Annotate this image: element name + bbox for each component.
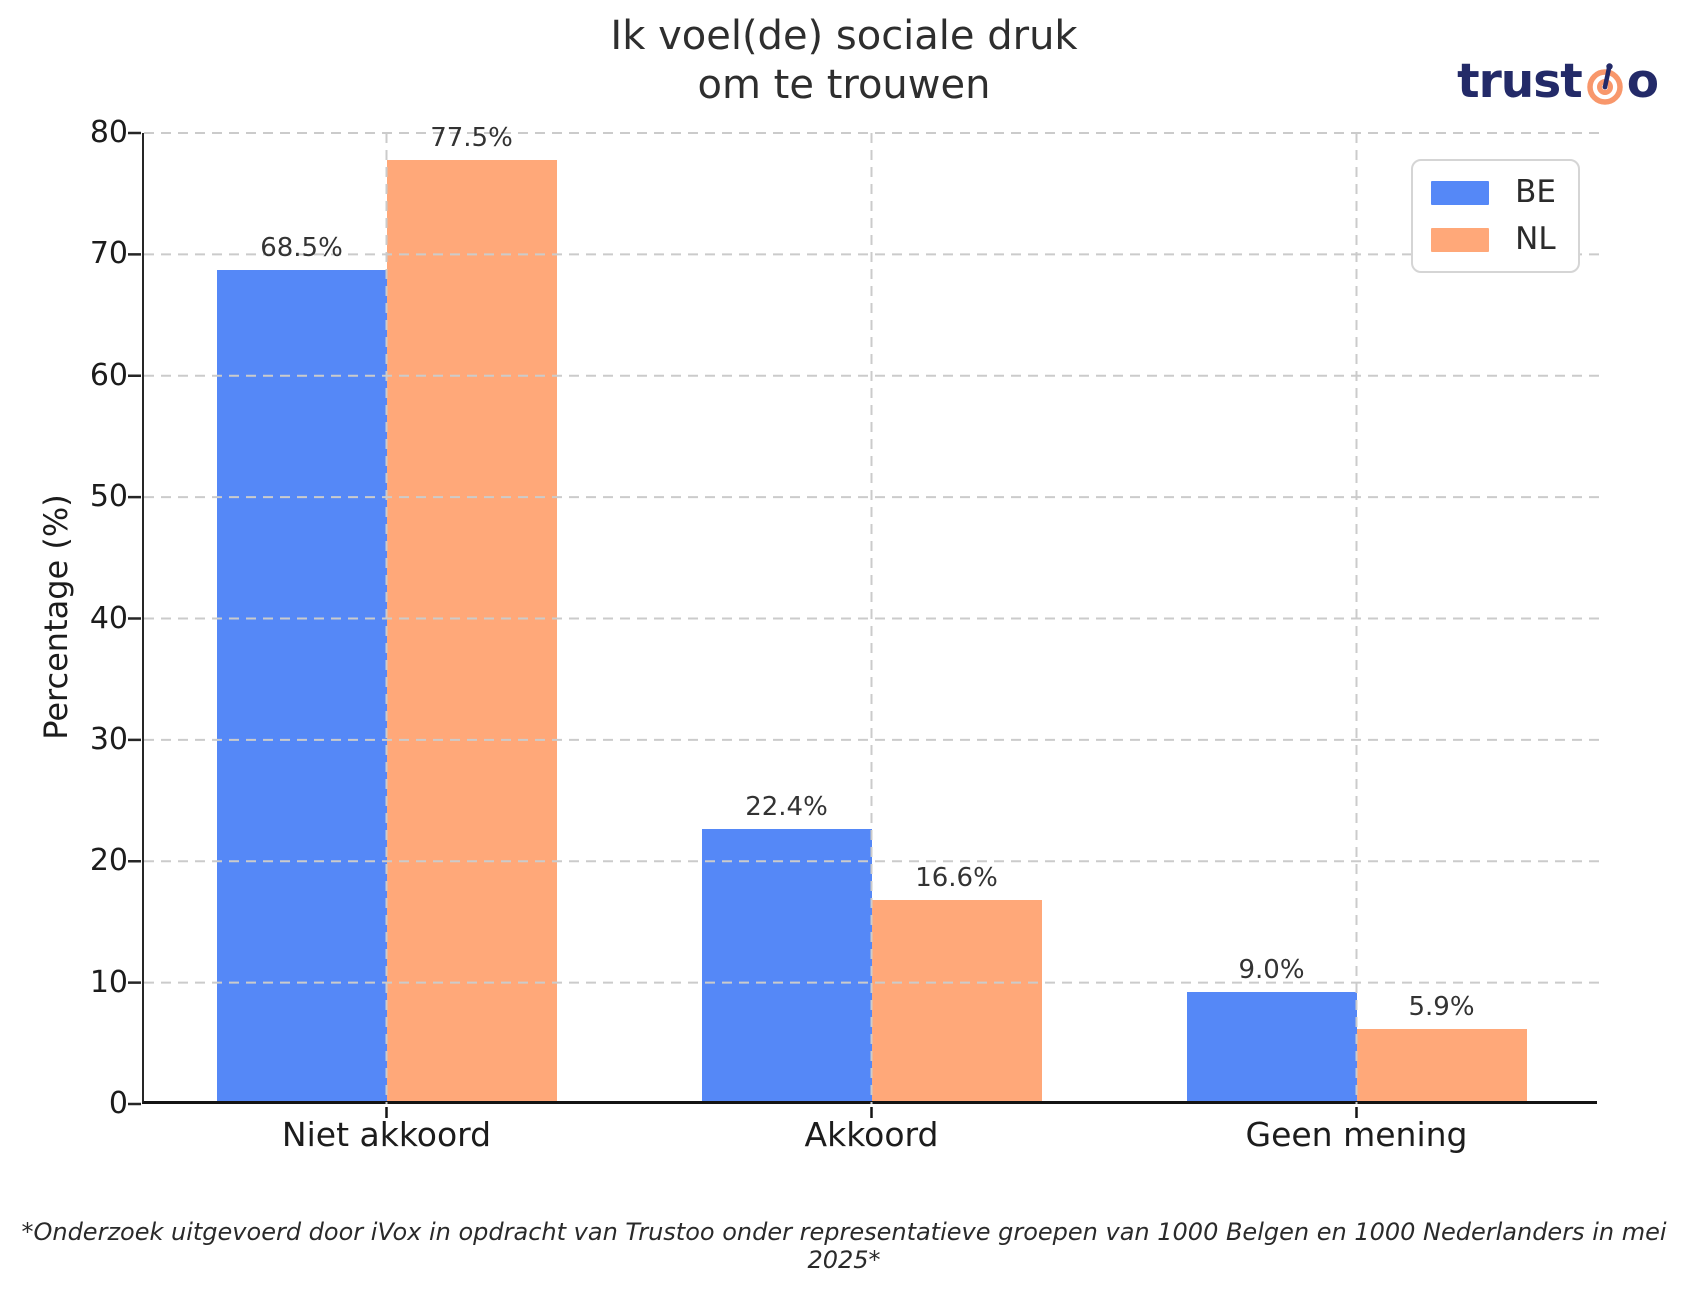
legend-item-nl: NL	[1431, 224, 1556, 255]
value-label-nl-niet-akkoord: 77.5%	[430, 123, 513, 154]
y-tick-label-60: 60	[89, 357, 128, 393]
bar-be-akkoord	[701, 829, 872, 1101]
legend-swatch-be	[1431, 180, 1490, 205]
chart-title: Ik voel(de) sociale druk om te trouwen	[0, 12, 1688, 110]
footer-note: *Onderzoek uitgevoerd door iVox in opdra…	[21, 1218, 1667, 1274]
brand-logo-text-suffix: o	[1626, 54, 1659, 109]
chart-title-line1: Ik voel(de) sociale druk	[610, 13, 1078, 59]
target-dart-icon	[1582, 58, 1627, 106]
bar-be-geen-mening	[1186, 991, 1357, 1101]
y-tick-label-50: 50	[89, 479, 128, 515]
x-tick-label-geen-mening: Geen mening	[1245, 1115, 1468, 1154]
legend: BE NL	[1411, 159, 1580, 273]
y-tick-label-20: 20	[89, 843, 128, 879]
y-tick-label-80: 80	[89, 115, 128, 150]
y-tick-label-0: 0	[108, 1086, 128, 1121]
legend-label-nl: NL	[1515, 221, 1556, 257]
brand-logo: trust o	[1457, 54, 1659, 109]
legend-swatch-nl	[1431, 227, 1490, 252]
bar-nl-geen-mening	[1356, 1029, 1527, 1101]
value-label-be-niet-akkoord: 68.5%	[260, 232, 343, 263]
value-label-nl-akkoord: 16.6%	[915, 862, 998, 893]
plot-area: Percentage (%) BE NL 68.5% 77.5% Niet akkoo…	[37, 115, 1599, 1154]
value-label-be-akkoord: 22.4%	[745, 792, 828, 823]
chart-title-line2: om te trouwen	[697, 61, 991, 108]
y-tick-label-30: 30	[89, 721, 128, 757]
bar-be-niet-akkoord	[216, 269, 387, 1101]
y-tick-label-70: 70	[89, 236, 128, 272]
y-axis-title: Percentage (%)	[37, 494, 75, 740]
value-label-be-geen-mening: 9.0%	[1238, 954, 1305, 985]
legend-item-be: BE	[1431, 177, 1556, 208]
x-tick-label-akkoord: Akkoord	[804, 1115, 939, 1154]
bar-nl-niet-akkoord	[386, 160, 557, 1101]
x-tick-label-niet-akkoord: Niet akkoord	[281, 1115, 492, 1154]
brand-logo-text-prefix: trust	[1457, 54, 1583, 109]
legend-label-be: BE	[1515, 174, 1556, 210]
y-tick-label-40: 40	[89, 600, 128, 636]
y-tick-label-10: 10	[89, 964, 128, 1000]
value-label-nl-geen-mening: 5.9%	[1408, 992, 1475, 1023]
bar-nl-akkoord	[871, 899, 1042, 1101]
